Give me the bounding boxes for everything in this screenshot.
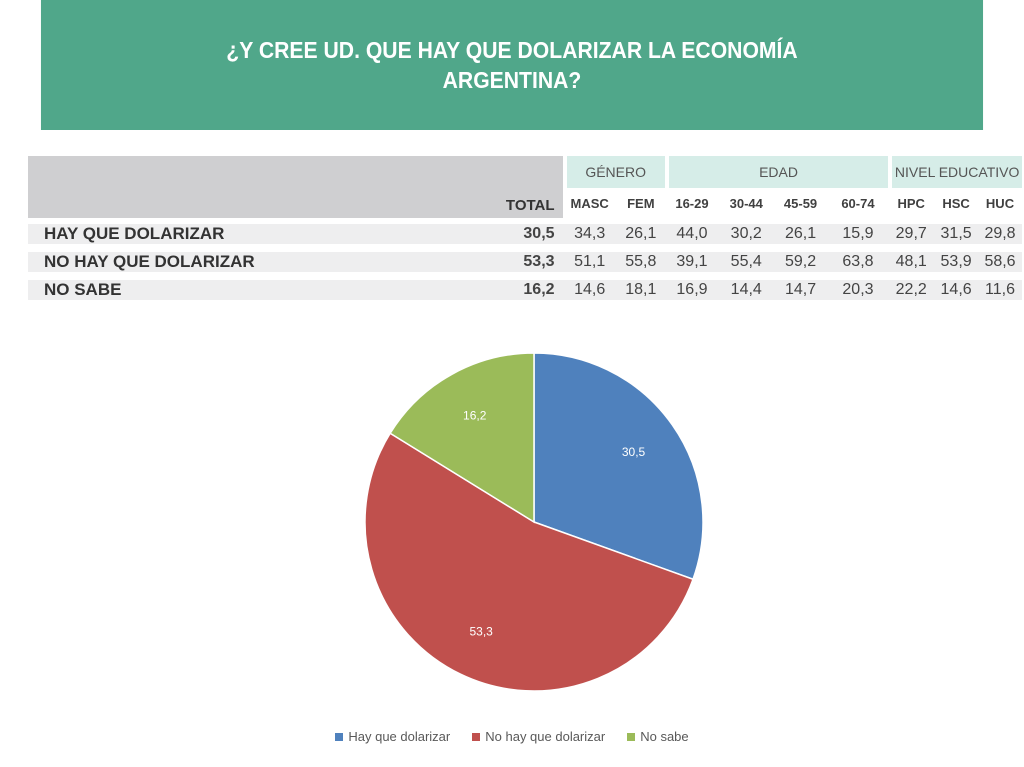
table-cell: 18,1 [616,280,665,308]
pie-data-label: 16,2 [463,409,487,423]
table-cell: 26,1 [773,224,828,252]
row-label: HAY QUE DOLARIZAR [28,224,498,252]
table-cell: 58,6 [978,252,1022,280]
pie-slice-no-hay-que-dolarizar [364,432,694,692]
total-cell: 16,2 [497,280,563,308]
row-label: NO SABE [28,280,498,308]
row-header-blank [28,156,498,218]
column-header: 16-29 [664,188,720,218]
legend-item: No sabe [627,729,689,744]
legend-label: No hay que dolarizar [485,729,606,744]
table-cell: 14,6 [562,280,617,308]
table-cell: 55,4 [719,252,774,280]
pie-slice-hay-que-dolarizar [533,352,704,581]
column-header: 45-59 [773,188,828,218]
table-cell: 14,7 [773,280,828,308]
title-banner: ¿Y CREE UD. QUE HAY QUE DOLARIZAR LA ECO… [40,0,984,130]
column-header: 60-74 [827,188,889,218]
table-cell: 34,3 [562,224,617,252]
group-header-genero: GÉNERO [562,156,665,188]
table-cell: 16,9 [664,280,720,308]
table-cell: 22,2 [888,280,935,308]
legend-swatch-blue [335,732,344,741]
table-row: NO HAY QUE DOLARIZAR 53,3 51,1 55,8 39,1… [28,252,1022,280]
column-header: HPC [888,188,935,218]
table-cell: 55,8 [616,252,665,280]
column-header: HSC [934,188,979,218]
table-cell: 26,1 [616,224,665,252]
pie-data-label: 30,5 [622,445,646,459]
table-cell: 53,9 [934,252,979,280]
table-cell: 14,6 [934,280,979,308]
table-row: NO SABE 16,2 14,6 18,1 16,9 14,4 14,7 20… [28,280,1022,308]
table-cell: 29,7 [888,224,935,252]
group-header-nivel: NIVEL EDUCATIVO [888,156,1022,188]
pie-chart: 30,5 53,3 16,2 [364,352,704,692]
crosstab-table: TOTAL GÉNERO EDAD NIVEL EDUCATIVO MASC F… [28,156,1022,308]
legend-label: Hay que dolarizar [348,729,451,744]
legend-swatch-green [627,732,636,741]
legend-label: No sabe [640,729,689,744]
column-header: MASC [562,188,617,218]
row-label: NO HAY QUE DOLARIZAR [28,252,498,280]
total-cell: 30,5 [497,224,563,252]
total-header: TOTAL [497,156,563,218]
legend-item: Hay que dolarizar [335,729,450,744]
table-cell: 11,6 [978,280,1022,308]
table-cell: 51,1 [562,252,617,280]
total-cell: 53,3 [497,252,563,280]
legend-swatch-red [472,732,481,741]
table-cell: 14,4 [719,280,774,308]
title-line-1: ¿Y CREE UD. QUE HAY QUE DOLARIZAR LA ECO… [226,37,798,63]
column-header: 30-44 [719,188,774,218]
title-line-2: ARGENTINA? [442,67,582,93]
column-header: HUC [978,188,1022,218]
table-cell: 31,5 [934,224,979,252]
table-cell: 15,9 [827,224,889,252]
column-header: FEM [616,188,665,218]
pie-slice-no-sabe [389,352,535,524]
table-row: HAY QUE DOLARIZAR 30,5 34,3 26,1 44,0 30… [28,224,1022,252]
legend-item: No hay que dolarizar [472,729,605,744]
table-cell: 20,3 [827,280,889,308]
pie-data-label: 53,3 [469,625,493,639]
table-cell: 39,1 [664,252,720,280]
group-header-edad: EDAD [664,156,889,188]
table-cell: 48,1 [888,252,935,280]
table-cell: 63,8 [827,252,889,280]
table-cell: 59,2 [773,252,828,280]
chart-legend: Hay que dolarizar No hay que dolarizar N… [0,729,1024,744]
table-cell: 44,0 [664,224,720,252]
table-cell: 30,2 [719,224,774,252]
table-cell: 29,8 [978,224,1022,252]
